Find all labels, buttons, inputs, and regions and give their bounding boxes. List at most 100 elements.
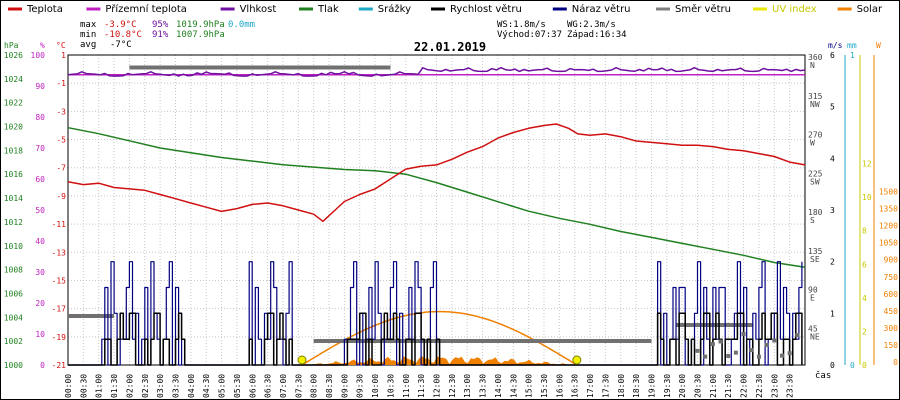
axis-tick-label: -11 xyxy=(52,220,67,229)
x-tick-label: 16:30 xyxy=(571,374,580,398)
axis-tick-label: 135 xyxy=(808,247,823,256)
axis-tick-label: 1016 xyxy=(4,170,23,179)
axis-tick-label: 1050 xyxy=(879,239,898,248)
x-tick-label: 10:00 xyxy=(371,374,380,398)
stats-text: WS:1.8m/s xyxy=(497,20,546,30)
x-tick-label: 23:00 xyxy=(770,374,779,398)
axis-tick-label: 1006 xyxy=(4,289,23,298)
axis-tick-label: 60 xyxy=(35,175,45,184)
axis-tick-label: 600 xyxy=(884,290,899,299)
axis-tick-label: 1026 xyxy=(4,51,23,60)
wind-direction-point xyxy=(779,353,784,358)
x-tick-label: 03:00 xyxy=(156,374,165,398)
x-tick-label: 18:00 xyxy=(617,374,626,398)
legend-label: Náraz větru xyxy=(572,3,631,15)
axis-tick-label: 50 xyxy=(35,206,45,215)
temperature-line xyxy=(67,123,806,223)
wind-direction-point xyxy=(764,342,769,347)
wind-direction-point xyxy=(772,338,777,343)
axis-tick-label: 0 xyxy=(850,361,855,370)
pressure-line xyxy=(67,126,806,268)
stats-text: max xyxy=(80,20,97,30)
x-tick-label: 19:00 xyxy=(647,374,656,398)
stats-text: 95% xyxy=(152,20,169,30)
x-tick-label: 10:30 xyxy=(386,374,395,398)
stats-text: avg xyxy=(80,40,96,50)
x-tick-label: 09:30 xyxy=(356,374,365,398)
axis-tick-label: 270 xyxy=(808,131,823,140)
axis-tick-label: 1012 xyxy=(4,218,23,227)
axis-tick-label: -13 xyxy=(52,248,67,257)
x-tick-label: 03:30 xyxy=(171,374,180,398)
chart-title: 22.01.2019 xyxy=(414,40,486,54)
x-tick-label: 19:30 xyxy=(663,374,672,398)
x-tick-label: 06:30 xyxy=(264,374,273,398)
stats-text: min xyxy=(80,30,96,40)
x-tick-label: 04:00 xyxy=(187,374,196,398)
axis-tick-label: 40 xyxy=(35,237,45,246)
x-tick-label: 11:00 xyxy=(402,374,411,398)
axis-tick-label: 1020 xyxy=(4,123,23,132)
axis-tick-label: -15 xyxy=(52,276,67,285)
axis-tick-label: 2 xyxy=(830,258,835,267)
x-tick-label: 20:00 xyxy=(678,374,687,398)
x-tick-label: 07:30 xyxy=(294,374,303,398)
x-tick-label: 13:30 xyxy=(479,374,488,398)
x-tick-label: 18:30 xyxy=(632,374,641,398)
axis-tick-label: 1 xyxy=(830,309,835,318)
axis-tick-label: 1 xyxy=(850,51,855,60)
axis-tick-label: 70 xyxy=(35,144,45,153)
wind-direction-point xyxy=(756,354,761,359)
axis-tick-label: 900 xyxy=(884,256,899,265)
axis-tick-label: 225 xyxy=(808,169,823,178)
wind-direction-point xyxy=(733,350,738,355)
legend-label: Vlhkost xyxy=(240,4,277,15)
axis-tick-label: E xyxy=(810,294,815,303)
x-tick-label: 15:00 xyxy=(525,374,534,398)
axis-tick-label: 6 xyxy=(862,260,867,269)
x-tick-label: 22:00 xyxy=(740,374,749,398)
axis-tick-label: 0 xyxy=(893,358,898,367)
x-tick-label: 14:00 xyxy=(494,374,503,398)
x-tick-label: 07:00 xyxy=(279,374,288,398)
x-tick-label: 09:00 xyxy=(340,374,349,398)
axis-tick-label: N xyxy=(810,61,815,70)
axis-tick-label: NE xyxy=(810,332,820,341)
axis-tick-label: -21 xyxy=(52,361,67,370)
axis-tick-label: 5 xyxy=(830,103,835,112)
stats-text: 91% xyxy=(152,30,169,40)
wind-direction-point xyxy=(795,333,800,338)
axis-tick-label: 1022 xyxy=(4,99,23,108)
x-tick-label: 02:30 xyxy=(141,374,150,398)
x-tick-label: 08:00 xyxy=(310,374,319,398)
humidity-line xyxy=(67,66,806,77)
x-tick-label: 21:00 xyxy=(709,374,718,398)
stats-text: WG:2.3m/s xyxy=(567,20,616,30)
axis-tick-label: SW xyxy=(810,177,820,186)
x-tick-label: 05:30 xyxy=(233,374,242,398)
x-tick-label: 21:30 xyxy=(724,374,733,398)
x-tick-label: 06:00 xyxy=(248,374,257,398)
axis-tick-label: 1002 xyxy=(4,337,23,346)
x-tick-label: 04:30 xyxy=(202,374,211,398)
x-tick-label: 08:30 xyxy=(325,374,334,398)
axis-tick-label: 4 xyxy=(862,294,867,303)
x-tick-label: 17:00 xyxy=(586,374,595,398)
axis-tick-label: % xyxy=(40,41,45,50)
axis-tick-label: 180 xyxy=(808,208,823,217)
axis-tick-label: 90 xyxy=(35,82,45,91)
axis-tick-label: -9 xyxy=(56,192,66,201)
legend-label: UV index xyxy=(772,4,817,15)
wind-direction-point xyxy=(787,351,792,356)
axis-tick-label: m/s xyxy=(828,41,843,50)
stats-text: 0.0mm xyxy=(228,20,255,30)
wind-direction-point xyxy=(695,348,700,353)
legend-label: Tlak xyxy=(317,4,339,15)
x-tick-label: 05:00 xyxy=(218,374,227,398)
axis-tick-label: 1 xyxy=(61,51,66,60)
stats-text: Západ:16:34 xyxy=(567,30,627,40)
x-tick-label: 12:00 xyxy=(433,374,442,398)
axis-tick-label: °C xyxy=(56,41,66,50)
axis-tick-label: 30 xyxy=(35,268,45,277)
axis-tick-label: 450 xyxy=(884,307,899,316)
